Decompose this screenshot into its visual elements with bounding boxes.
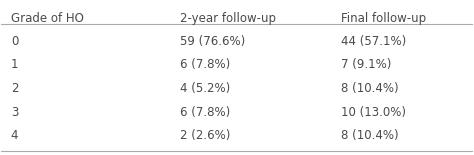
Text: Final follow-up: Final follow-up xyxy=(341,12,426,25)
Text: 44 (57.1%): 44 (57.1%) xyxy=(341,35,406,48)
Text: 2: 2 xyxy=(11,82,18,95)
Text: 1: 1 xyxy=(11,58,18,71)
Text: 59 (76.6%): 59 (76.6%) xyxy=(181,35,246,48)
Text: 2-year follow-up: 2-year follow-up xyxy=(181,12,276,25)
Text: 2 (2.6%): 2 (2.6%) xyxy=(181,129,231,142)
Text: 8 (10.4%): 8 (10.4%) xyxy=(341,82,398,95)
Text: 6 (7.8%): 6 (7.8%) xyxy=(181,58,231,71)
Text: Grade of HO: Grade of HO xyxy=(11,12,84,25)
Text: 10 (13.0%): 10 (13.0%) xyxy=(341,106,406,119)
Text: 7 (9.1%): 7 (9.1%) xyxy=(341,58,391,71)
Text: 8 (10.4%): 8 (10.4%) xyxy=(341,129,398,142)
Text: 4: 4 xyxy=(11,129,18,142)
Text: 0: 0 xyxy=(11,35,18,48)
Text: 4 (5.2%): 4 (5.2%) xyxy=(181,82,231,95)
Text: 3: 3 xyxy=(11,106,18,119)
Text: 6 (7.8%): 6 (7.8%) xyxy=(181,106,231,119)
